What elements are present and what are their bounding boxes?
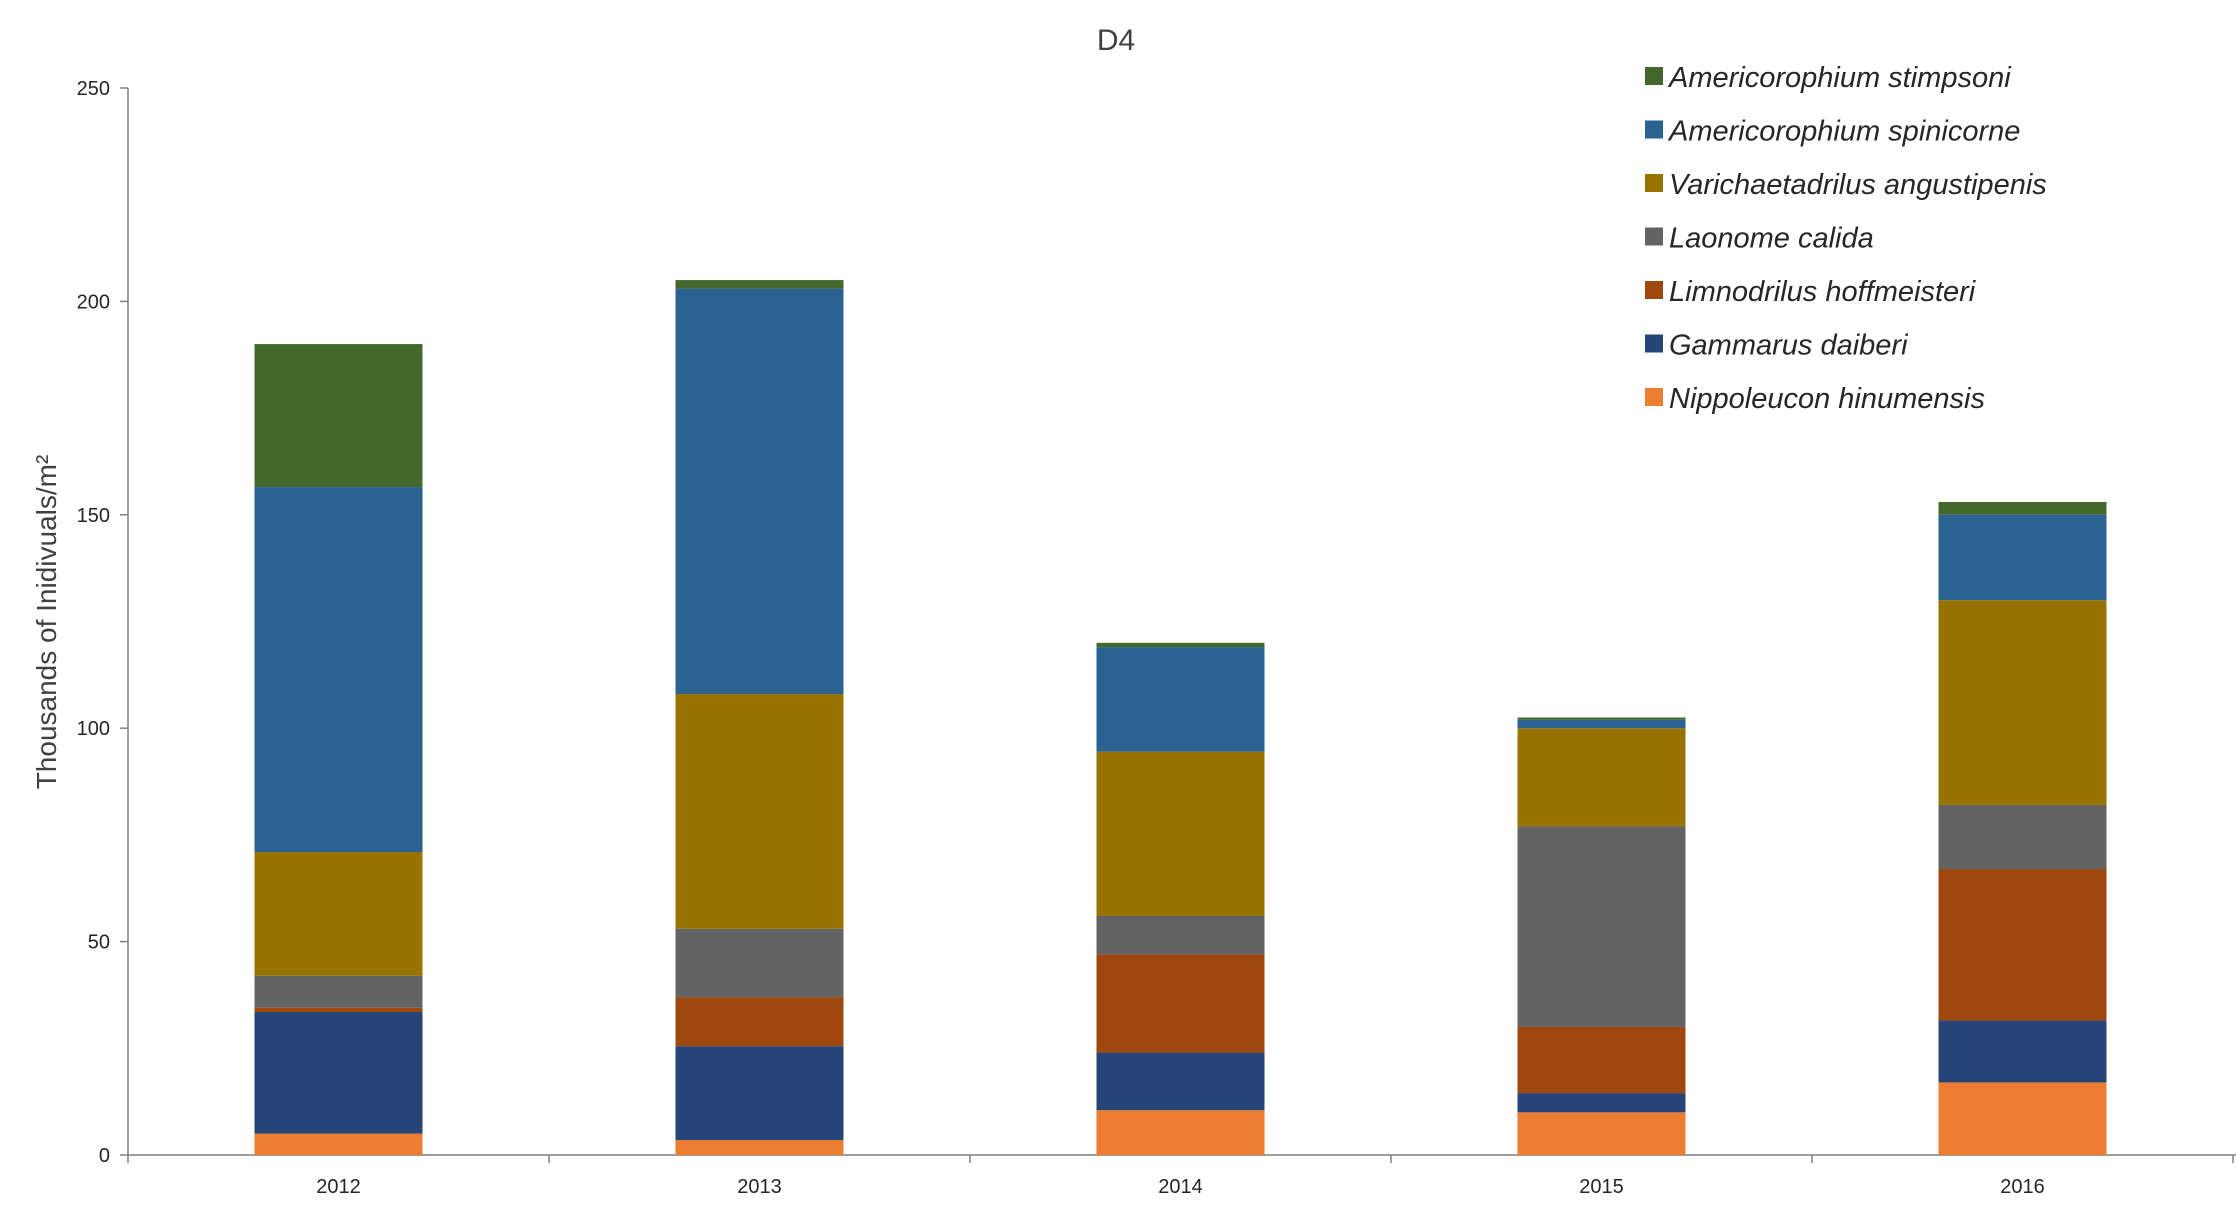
bar-segment-2014-nippoleucon-hinumensis xyxy=(1096,1110,1265,1155)
legend-swatch xyxy=(1645,67,1663,85)
bar-segment-2015-laonome-calida xyxy=(1517,826,1686,1027)
bar-segment-2013-americorophium-stimpsoni xyxy=(675,280,844,289)
bar-segment-2013-varichaetadrilus-angustipenis xyxy=(675,694,844,929)
y-axis-title: Thousands of Inidivuals/m² xyxy=(31,455,62,790)
bar-segment-2012-americorophium-spinicorne xyxy=(254,487,423,852)
bar-segment-2013-gammarus-daiberi xyxy=(675,1046,844,1141)
bar-segment-2016-gammarus-daiberi xyxy=(1938,1020,2107,1083)
y-tick-label: 50 xyxy=(88,932,110,954)
bar-segment-2016-americorophium-spinicorne xyxy=(1938,514,2107,601)
legend-swatch xyxy=(1645,281,1663,299)
legend-label: Americorophium stimpsoni xyxy=(1667,62,2012,94)
bar-segment-2012-nippoleucon-hinumensis xyxy=(254,1133,423,1155)
bar-segment-2012-varichaetadrilus-angustipenis xyxy=(254,851,423,976)
bars xyxy=(254,280,2107,1155)
bar-segment-2015-americorophium-spinicorne xyxy=(1517,719,1686,729)
x-tick-label: 2016 xyxy=(2000,1176,2045,1198)
y-tick-label: 200 xyxy=(77,291,110,313)
legend-swatch xyxy=(1645,227,1663,246)
legend-label: Laonome calida xyxy=(1669,223,1874,255)
legend-label: Americorophium spinicorne xyxy=(1667,116,2020,148)
legend-label: Gammarus daiberi xyxy=(1669,330,1909,362)
bar-segment-2016-varichaetadrilus-angustipenis xyxy=(1938,600,2107,806)
legend-swatch xyxy=(1645,120,1663,139)
x-tick-label: 2015 xyxy=(1579,1176,1624,1198)
bar-segment-2015-nippoleucon-hinumensis xyxy=(1517,1112,1686,1155)
bar-segment-2014-americorophium-spinicorne xyxy=(1096,647,1265,752)
bar-segment-2016-americorophium-stimpsoni xyxy=(1938,501,2107,515)
bar-segment-2016-limnodrilus-hoffmeisteri xyxy=(1938,869,2107,1021)
legend-label: Varichaetadrilus angustipenis xyxy=(1669,169,2047,201)
legend-swatch xyxy=(1645,388,1663,406)
legend-swatch xyxy=(1645,174,1663,192)
bar-segment-2016-laonome-calida xyxy=(1938,805,2107,870)
y-tick-label: 100 xyxy=(77,718,110,740)
y-tick-label: 250 xyxy=(77,78,110,100)
bar-segment-2014-limnodrilus-hoffmeisteri xyxy=(1096,954,1265,1053)
y-tick-label: 0 xyxy=(99,1145,110,1167)
y-tick-label: 150 xyxy=(77,505,110,527)
legend-swatch xyxy=(1645,334,1663,353)
bar-segment-2015-limnodrilus-hoffmeisteri xyxy=(1517,1026,1686,1094)
x-tick-label: 2014 xyxy=(1158,1176,1203,1198)
legend-label: Limnodrilus hoffmeisteri xyxy=(1669,276,1977,308)
bar-segment-2012-limnodrilus-hoffmeisteri xyxy=(254,1007,423,1013)
bar-segment-2012-laonome-calida xyxy=(254,975,423,1008)
bar-segment-2016-nippoleucon-hinumensis xyxy=(1938,1082,2107,1155)
x-ticks: 2012 2013 2014 2015 2016 xyxy=(127,1155,2234,1198)
bar-segment-2012-americorophium-stimpsoni xyxy=(254,344,423,488)
chart-title: D4 xyxy=(1097,24,1135,57)
bar-segment-2012-gammarus-daiberi xyxy=(254,1012,423,1134)
bar-segment-2013-laonome-calida xyxy=(675,928,844,998)
bar-segment-2013-limnodrilus-hoffmeisteri xyxy=(675,997,844,1047)
legend-label: Nippoleucon hinumensis xyxy=(1669,383,1985,415)
bar-segment-2014-varichaetadrilus-angustipenis xyxy=(1096,751,1265,916)
bar-segment-2014-laonome-calida xyxy=(1096,915,1265,955)
x-tick-label: 2013 xyxy=(737,1176,782,1198)
x-tick-label: 2012 xyxy=(316,1176,361,1198)
y-ticks: 0 50 100 150 200 250 xyxy=(77,78,128,1167)
legend: Americorophium stimpsoni Americorophium s… xyxy=(1645,62,2047,415)
bar-segment-2013-americorophium-spinicorne xyxy=(675,288,844,695)
bar-segment-2015-gammarus-daiberi xyxy=(1517,1093,1686,1113)
bar-segment-2015-varichaetadrilus-angustipenis xyxy=(1517,728,1686,827)
bar-segment-2015-americorophium-stimpsoni xyxy=(1517,717,1686,720)
bar-segment-2014-gammarus-daiberi xyxy=(1096,1052,1265,1111)
bar-segment-2013-nippoleucon-hinumensis xyxy=(675,1140,844,1155)
bar-segment-2014-americorophium-stimpsoni xyxy=(1096,642,1265,648)
